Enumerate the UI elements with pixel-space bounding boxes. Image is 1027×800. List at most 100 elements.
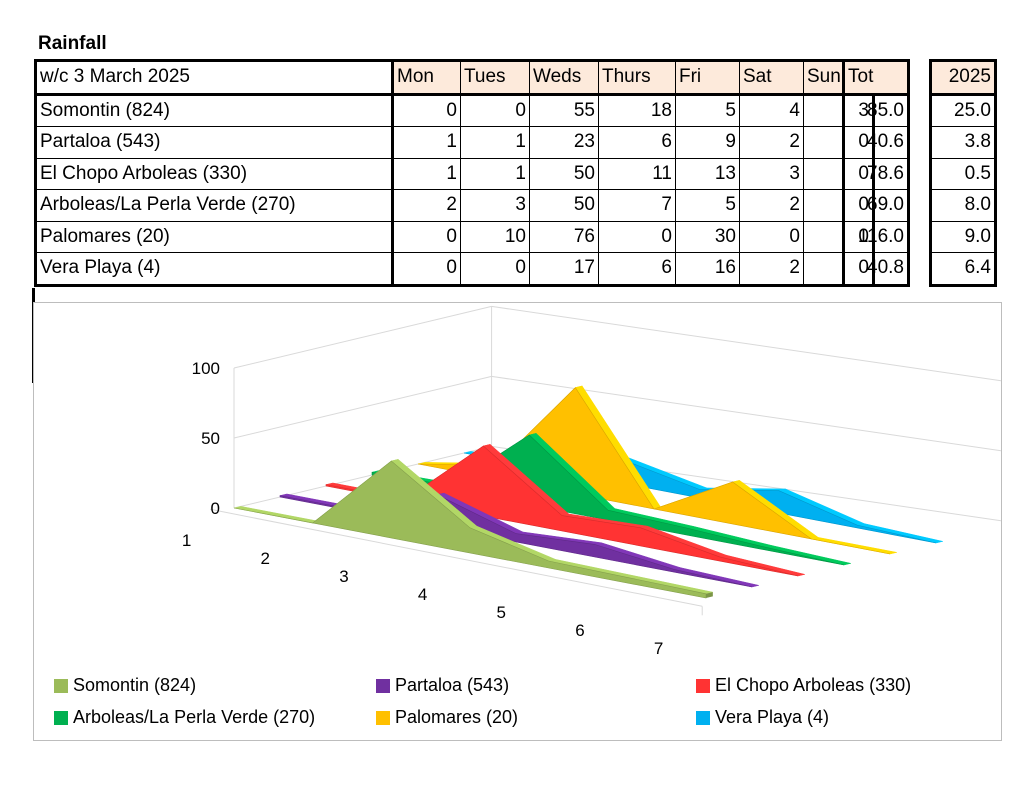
legend-item: Partaloa (543) (376, 675, 509, 696)
rain-value: 17 (529, 252, 599, 286)
year-value: 25.0 (930, 93, 996, 127)
y-tick-label: 100 (192, 359, 220, 378)
rain-value: 2 (739, 126, 804, 159)
day-header: Mon (392, 60, 461, 96)
legend-label: Vera Playa (4) (715, 707, 830, 727)
tot-header: Tot (843, 60, 909, 96)
rain-value: 0 (598, 220, 676, 253)
day-header: Sat (739, 60, 804, 96)
year-value: 8.0 (930, 189, 996, 222)
year-row: 25.0 (930, 93, 996, 127)
rain-value: 1 (460, 157, 530, 190)
y-tick-label: 50 (201, 429, 220, 448)
rain-value: 3 (460, 189, 530, 222)
x-tick-label: 2 (261, 549, 270, 568)
station-name: El Chopo Arboleas (330) (35, 157, 394, 190)
side-gridline (233, 445, 492, 509)
table-row: Somontin (824) 0 0 55 18 5 4 3 (35, 93, 874, 127)
year-header-row: 2025 (930, 60, 996, 96)
rain-value: 6 (598, 126, 676, 159)
rain-value: 30 (675, 220, 740, 253)
tot-value: 116.0 (843, 220, 909, 253)
series-top-face (765, 545, 851, 566)
rain-value: 55 (529, 93, 599, 127)
rain-value: 6 (598, 252, 676, 286)
rain-value: 0 (392, 252, 461, 286)
series-top-face (857, 523, 943, 544)
rain-value: 0 (739, 220, 804, 253)
rain-value: 13 (675, 157, 740, 190)
series-top-face (811, 537, 897, 555)
rain-value: 10 (460, 220, 530, 253)
legend-swatch (376, 710, 390, 725)
tot-value: 40.6 (843, 126, 909, 159)
year-row: 6.4 (930, 252, 996, 286)
back-gridline (491, 375, 1001, 452)
rain-value: 1 (460, 126, 530, 159)
side-gridline (233, 305, 492, 369)
total-table: Tot 85.0 40.6 78.6 69.0 116.0 40.8 (842, 59, 910, 287)
day-header: Tues (460, 60, 530, 96)
rain-value: 76 (529, 220, 599, 253)
rain-value: 16 (675, 252, 740, 286)
legend-swatch (696, 710, 710, 725)
tot-row: 69.0 (843, 189, 909, 222)
x-tick-label: 7 (654, 639, 663, 658)
rain-value: 2 (739, 189, 804, 222)
rainfall-chart: 0 50 100 1 2 3 4 5 6 7 Somontin (824) Partaloa (54… (33, 302, 1002, 741)
table-row: Partaloa (543) 1 1 23 6 9 2 0 (35, 126, 874, 159)
year-row: 0.5 (930, 157, 996, 190)
year-row: 8.0 (930, 189, 996, 222)
legend-label: Partaloa (543) (395, 675, 510, 695)
rain-value: 1 (392, 157, 461, 190)
tot-row: 85.0 (843, 93, 909, 127)
day-header: Weds (529, 60, 599, 96)
legend-label: Palomares (20) (395, 707, 519, 727)
station-name: Vera Playa (4) (35, 252, 394, 286)
legend-item: Somontin (824) (54, 675, 196, 696)
rain-value: 18 (598, 93, 676, 127)
series-area (325, 445, 799, 577)
rain-value: 9 (675, 126, 740, 159)
year-value: 3.8 (930, 126, 996, 159)
legend-item: Palomares (20) (376, 707, 518, 728)
chart-svg: 0 50 100 1 2 3 4 5 6 7 (182, 305, 1001, 658)
tot-row: 40.8 (843, 252, 909, 286)
series-top-face (719, 554, 805, 577)
rain-value: 11 (598, 157, 676, 190)
series-top-face (673, 567, 759, 588)
rain-value: 50 (529, 189, 599, 222)
legend-label: Somontin (824) (73, 675, 197, 695)
tot-row: 78.6 (843, 157, 909, 190)
year-value: 9.0 (930, 220, 996, 253)
rain-value: 0 (392, 93, 461, 127)
legend-label: El Chopo Arboleas (330) (715, 675, 912, 695)
legend-item: Arboleas/La Perla Verde (270) (54, 707, 315, 728)
year-table: 2025 25.0 3.8 0.5 8.0 9.0 6.4 (929, 59, 997, 287)
legend-swatch (54, 678, 68, 693)
legend-swatch (376, 678, 390, 693)
rain-value: 3 (739, 157, 804, 190)
y-tick-label: 0 (211, 499, 220, 518)
tot-value: 40.8 (843, 252, 909, 286)
legend-item: Vera Playa (4) (696, 707, 829, 728)
tot-row: 40.6 (843, 126, 909, 159)
rain-value: 5 (675, 93, 740, 127)
year-row: 9.0 (930, 220, 996, 253)
day-header: Fri (675, 60, 740, 96)
year-value: 6.4 (930, 252, 996, 286)
rain-value: 50 (529, 157, 599, 190)
table-row: El Chopo Arboleas (330) 1 1 50 11 13 3 0 (35, 157, 874, 190)
tot-value: 78.6 (843, 157, 909, 190)
legend-swatch (696, 678, 710, 693)
series-top-face (233, 506, 320, 524)
x-tick-label: 5 (497, 603, 506, 622)
rain-value: 1 (392, 126, 461, 159)
year-value: 0.5 (930, 157, 996, 190)
day-header: Thurs (598, 60, 676, 96)
station-name: Somontin (824) (35, 93, 394, 127)
year-row: 3.8 (930, 126, 996, 159)
tot-row: 116.0 (843, 220, 909, 253)
tot-value: 69.0 (843, 189, 909, 222)
rain-value: 4 (739, 93, 804, 127)
